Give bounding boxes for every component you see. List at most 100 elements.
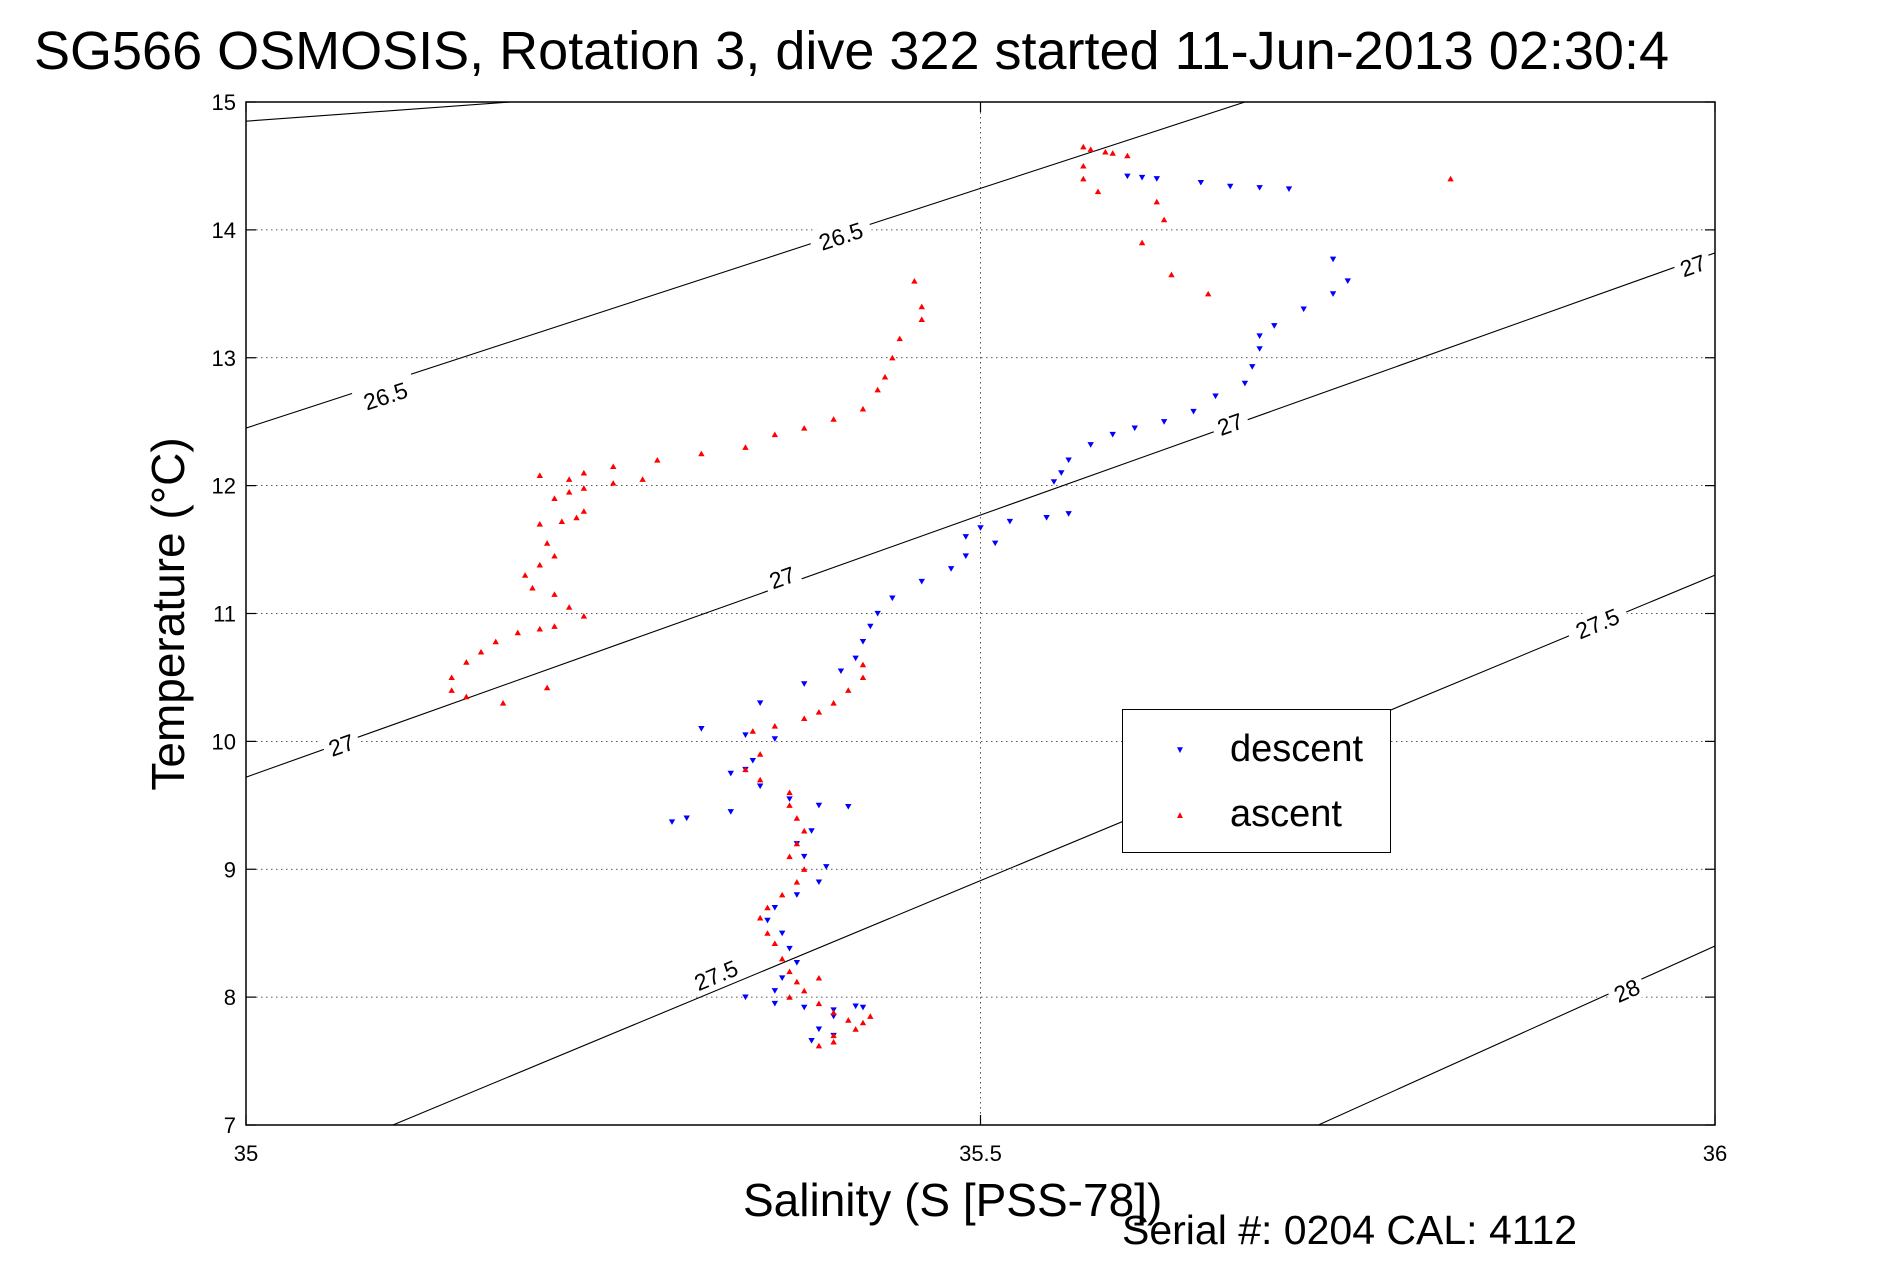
data-point-descent — [801, 681, 808, 687]
data-point-descent — [793, 892, 801, 898]
data-point-ascent — [793, 879, 801, 885]
legend: ▼ descent ▲ ascent — [1122, 709, 1391, 853]
data-point-ascent — [801, 827, 808, 834]
legend-marker-ascent: ▲ — [1175, 810, 1185, 821]
data-point-descent — [889, 595, 896, 602]
data-point-ascent — [742, 444, 749, 450]
data-point-descent — [756, 783, 764, 790]
data-point-descent — [1138, 174, 1146, 181]
data-point-ascent — [793, 840, 801, 847]
x-tick-label: 35.5 — [959, 1141, 1002, 1166]
data-point-ascent — [742, 766, 749, 773]
data-point-ascent — [654, 457, 661, 463]
data-point-ascent — [756, 751, 764, 757]
data-point-ascent — [786, 853, 793, 860]
data-point-ascent — [1109, 150, 1116, 156]
data-point-ascent — [1168, 271, 1175, 278]
data-point-descent — [1043, 514, 1050, 521]
data-point-ascent — [580, 508, 588, 514]
data-point-ascent — [1138, 239, 1146, 246]
x-axis-label: Salinity (S [PSS-78]) — [743, 1174, 1163, 1226]
data-point-ascent — [889, 354, 896, 361]
data-point-ascent — [845, 1017, 852, 1023]
data-point-ascent — [536, 472, 543, 478]
density-contour-line — [246, 252, 1715, 778]
data-point-descent — [1329, 291, 1337, 297]
data-point-descent — [808, 828, 815, 834]
data-point-descent — [1285, 186, 1293, 192]
data-point-descent — [830, 1013, 837, 1020]
data-point-ascent — [529, 584, 536, 591]
data-point-descent — [1153, 176, 1160, 182]
data-point-ascent — [580, 469, 588, 476]
data-point-ascent — [551, 623, 558, 629]
y-tick-label: 14 — [212, 218, 236, 243]
data-point-ascent — [786, 968, 793, 975]
data-point-descent — [1227, 183, 1234, 190]
data-point-ascent — [793, 978, 801, 985]
data-point-ascent — [786, 789, 793, 796]
data-point-descent — [1256, 346, 1263, 352]
data-point-ascent — [551, 495, 558, 502]
data-point-descent — [793, 959, 801, 966]
data-point-descent — [1109, 431, 1116, 438]
data-point-ascent — [918, 303, 925, 310]
data-point-descent — [668, 819, 676, 825]
data-point-descent — [977, 525, 984, 531]
density-contour-line — [246, 102, 511, 122]
data-point-ascent — [1087, 146, 1094, 152]
data-point-ascent — [756, 776, 764, 783]
y-tick-label: 13 — [212, 346, 236, 371]
data-point-ascent — [1447, 175, 1454, 182]
data-point-ascent — [830, 700, 837, 706]
data-point-ascent — [793, 815, 801, 821]
data-point-ascent — [492, 638, 499, 645]
data-point-ascent — [477, 648, 485, 655]
data-point-descent — [771, 988, 779, 994]
data-point-ascent — [565, 604, 573, 610]
legend-item-ascent: ▲ ascent — [1123, 785, 1390, 845]
data-series — [448, 143, 1454, 1049]
density-contours — [246, 102, 1715, 1125]
data-point-descent — [1058, 470, 1065, 476]
data-point-ascent — [756, 914, 764, 921]
data-point-ascent — [859, 405, 867, 412]
data-point-ascent — [1102, 148, 1109, 155]
y-tick-label: 15 — [212, 90, 236, 115]
data-point-descent — [749, 757, 757, 764]
data-point-descent — [786, 945, 793, 952]
data-point-ascent — [881, 373, 889, 380]
data-point-ascent — [1124, 152, 1131, 159]
density-contour-line — [392, 574, 1715, 1125]
y-tick-label: 7 — [224, 1113, 236, 1138]
data-point-ascent — [573, 514, 580, 521]
data-point-descent — [815, 879, 823, 886]
data-point-ascent — [558, 518, 566, 525]
data-point-ascent — [551, 591, 558, 597]
data-point-descent — [698, 725, 705, 732]
data-point-ascent — [852, 1026, 859, 1032]
data-point-ascent — [536, 625, 543, 632]
data-point-ascent — [551, 552, 558, 559]
data-point-ascent — [448, 687, 455, 693]
data-point-ascent — [764, 904, 771, 911]
data-point-descent — [1329, 256, 1337, 263]
density-contour-line — [1318, 945, 1715, 1125]
y-tick-label: 9 — [224, 857, 236, 882]
data-point-ascent — [815, 1000, 823, 1007]
data-point-ascent — [521, 572, 529, 578]
data-point-ascent — [1080, 175, 1087, 182]
data-point-ascent — [867, 1013, 874, 1019]
x-tick-label: 36 — [1703, 1141, 1727, 1166]
data-point-ascent — [580, 613, 588, 619]
x-tick-label: 35 — [234, 1141, 258, 1166]
data-point-ascent — [536, 561, 543, 568]
data-point-descent — [845, 803, 852, 810]
data-point-descent — [1087, 442, 1094, 448]
data-point-ascent — [830, 1032, 837, 1039]
data-point-ascent — [764, 930, 771, 936]
data-point-ascent — [801, 715, 808, 721]
data-point-descent — [918, 578, 925, 585]
data-point-ascent — [565, 476, 573, 482]
